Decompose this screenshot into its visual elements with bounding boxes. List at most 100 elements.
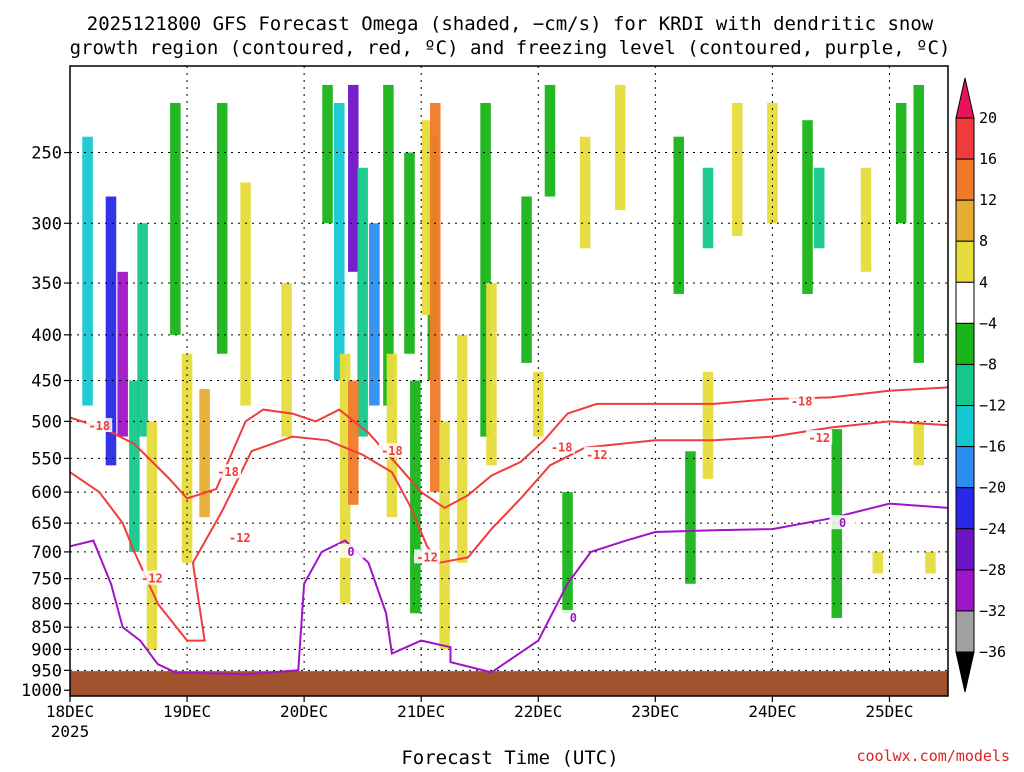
omega-cell-13 xyxy=(404,152,415,354)
x-tick-label-21DEC: 21DEC xyxy=(397,702,445,721)
contour-label-6: -12 xyxy=(229,531,251,545)
contour-label-11: 0 xyxy=(570,611,577,625)
y-tick-label-900: 900 xyxy=(31,640,62,660)
contour-label-bg-12 xyxy=(829,515,856,530)
omega-cell-23 xyxy=(802,120,813,294)
omega-cell-24 xyxy=(813,167,825,249)
contour-label-bg-10 xyxy=(337,543,364,558)
omega-cell-48 xyxy=(872,551,884,574)
omega-cell-30 xyxy=(199,389,210,518)
omega-cell-41 xyxy=(532,371,544,437)
omega-cell-37 xyxy=(429,102,441,493)
omega-cell-21 xyxy=(685,451,696,584)
omega-cell-0 xyxy=(82,136,93,406)
colorbar-seg-6 xyxy=(955,322,975,365)
grid-lines xyxy=(70,66,948,696)
omega-cell-18 xyxy=(544,84,556,197)
omega-shading xyxy=(82,84,936,650)
x-tick-label-24DEC: 24DEC xyxy=(748,702,796,721)
x-tick-label-18DEC: 18DEC xyxy=(46,702,94,721)
omega-cell-28 xyxy=(146,421,158,650)
omega-cell-34 xyxy=(348,380,359,505)
x-tick-label-25DEC: 25DEC xyxy=(865,702,913,721)
omega-cell-44 xyxy=(702,371,714,479)
omega-cell-14 xyxy=(410,380,421,614)
omega-cell-19 xyxy=(562,492,573,614)
y-tick-label-250: 250 xyxy=(31,144,62,164)
omega-cell-5 xyxy=(170,102,181,335)
omega-cell-40 xyxy=(486,283,497,466)
y-axis: 2503003504004505005506006507007508008509… xyxy=(21,144,70,701)
colorbar-label-8: −16 xyxy=(979,438,1006,456)
y-tick-label-800: 800 xyxy=(31,595,62,615)
omega-cell-26 xyxy=(895,102,907,224)
omega-cell-22 xyxy=(702,167,714,249)
colorbar-label-11: −28 xyxy=(979,561,1006,579)
omega-cell-6 xyxy=(216,102,228,354)
colorbar-label-4: 4 xyxy=(979,273,988,291)
contour-label-bg-7 xyxy=(414,549,441,564)
x-tick-label-19DEC: 19DEC xyxy=(163,702,211,721)
contour-label-1: -18 xyxy=(217,465,239,479)
colorbar-seg-4 xyxy=(955,240,975,283)
colorbar-label-13: −36 xyxy=(979,643,1006,661)
omega-cell-27 xyxy=(913,84,925,363)
colorbar: 20 16 12 8 4 −4 −8 −12 −16 −20 −24 −28 −32 −36 xyxy=(955,77,1006,693)
contour-label-2: -18 xyxy=(381,444,403,458)
colorbar-label-7: −12 xyxy=(979,397,1006,415)
y-tick-label-600: 600 xyxy=(31,483,62,503)
y-tick-label-400: 400 xyxy=(31,326,62,346)
omega-cell-20 xyxy=(673,136,685,294)
colorbar-seg-1 xyxy=(955,117,975,160)
omega-cell-2 xyxy=(117,271,128,437)
y-tick-label-450: 450 xyxy=(31,372,62,392)
contour-label-bg-5 xyxy=(138,570,165,585)
contour-label-0: -18 xyxy=(88,419,110,433)
colorbar-seg-13 xyxy=(955,610,975,653)
colorbar-label-0: 20 xyxy=(979,109,997,127)
omega-cell-4 xyxy=(137,223,148,437)
terrain-block xyxy=(70,671,948,696)
colorbar-label-9: −20 xyxy=(979,479,1006,497)
omega-cell-12 xyxy=(383,84,394,406)
y-tick-label-650: 650 xyxy=(31,514,62,534)
omega-cell-35 xyxy=(386,353,398,518)
omega-cell-11 xyxy=(369,223,380,406)
omega-cell-50 xyxy=(925,551,936,574)
contour-label-bg-4 xyxy=(788,393,815,408)
colorbar-seg-10 xyxy=(955,487,975,530)
colorbar-label-3: 8 xyxy=(979,232,988,250)
omega-cell-7 xyxy=(322,84,333,224)
contour-label-12: 0 xyxy=(839,516,846,530)
colorbar-seg-12 xyxy=(955,569,975,612)
omega-cell-8 xyxy=(333,102,345,381)
y-tick-label-950: 950 xyxy=(31,661,62,681)
colorbar-seg-11 xyxy=(955,528,975,571)
contour-label-bg-3 xyxy=(548,439,575,454)
x-year-label: 2025 xyxy=(51,722,90,741)
colorbar-seg-7 xyxy=(955,363,975,407)
colorbar-top-arrow xyxy=(955,77,975,119)
plot-background xyxy=(70,66,948,696)
omega-cell-9 xyxy=(348,84,359,272)
y-tick-label-1000: 1000 xyxy=(21,681,62,701)
y-tick-label-550: 550 xyxy=(31,449,62,469)
omega-cell-42 xyxy=(579,136,591,249)
colorbar-label-10: −24 xyxy=(979,520,1006,538)
y-tick-label-500: 500 xyxy=(31,412,62,432)
contour-label-bg-9 xyxy=(806,430,833,445)
y-tick-label-750: 750 xyxy=(31,570,62,590)
omega-cell-45 xyxy=(732,102,743,236)
contour-label-3: -18 xyxy=(551,441,573,455)
plot-area: -18 -18 -18 -18 -18 -12 -12 -12 -12 -12 0 0 0 xyxy=(69,65,949,697)
contour-label-10: 0 xyxy=(347,545,354,559)
colorbar-bottom-arrow xyxy=(955,651,975,693)
omega-cell-49 xyxy=(913,421,925,466)
colorbar-label-6: −8 xyxy=(979,355,997,373)
y-tick-label-300: 300 xyxy=(31,214,62,234)
contour-label-4: -18 xyxy=(791,394,813,408)
x-axis: 18DEC 19DEC 20DEC 21DEC 22DEC 23DEC 24DEC 25DEC xyxy=(46,696,914,721)
omega-cell-38 xyxy=(439,421,450,650)
